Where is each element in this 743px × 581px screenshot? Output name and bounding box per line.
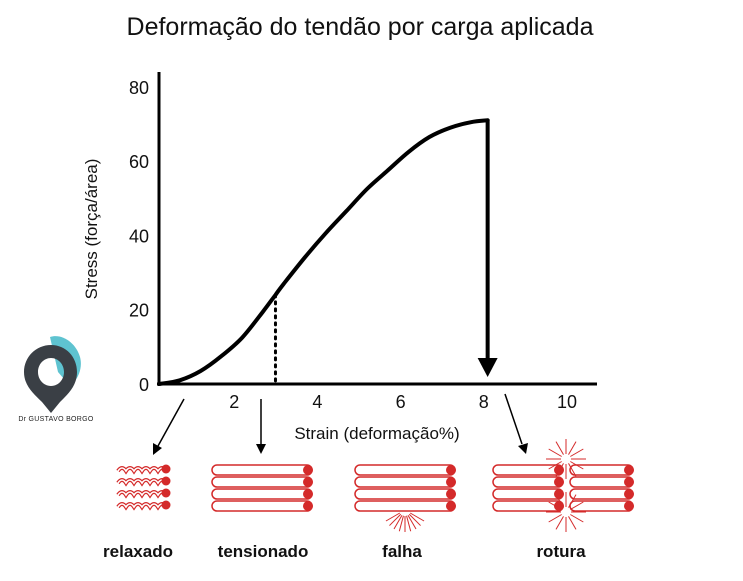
- falha-tear-ray: [406, 515, 412, 532]
- y-tick-label: 60: [129, 152, 149, 172]
- fiber-label-tensionado: tensionado: [218, 542, 309, 561]
- x-tick-label: 6: [396, 392, 406, 412]
- falha-tear-ray: [389, 513, 402, 526]
- rotura-left-fiber-end: [554, 489, 564, 499]
- rotura-left-fiber-end: [554, 465, 564, 475]
- y-tick-label: 0: [139, 375, 149, 395]
- rotura-burst-ray: [570, 461, 584, 470]
- rotura-left-fiber: [492, 476, 564, 488]
- relaxado-fiber-end: [161, 464, 171, 474]
- tensionado-fiber: [211, 476, 313, 488]
- falha-fiber: [354, 500, 456, 512]
- rotura-right-fiber-end: [624, 465, 634, 475]
- tensionado-fiber-end: [303, 477, 313, 487]
- arrow-relaxado-head: [153, 443, 162, 455]
- rotura-burst-ray: [568, 441, 577, 455]
- relaxado-fiber-end: [161, 476, 171, 486]
- failure-arrowhead: [477, 358, 498, 377]
- tick-labels: 2 4 6 8 10 0 20 40 60 80: [129, 78, 577, 412]
- relaxado-fiber-inner: [117, 491, 167, 497]
- plot-area: [157, 118, 498, 386]
- falha-fiber-end: [446, 465, 456, 475]
- axes: [157, 72, 597, 386]
- state-pointer-arrows: [153, 393, 528, 455]
- tensionado-fiber-end: [303, 489, 313, 499]
- fiber-label-rotura: rotura: [536, 542, 586, 561]
- relaxado-fiber-inner: [117, 467, 167, 473]
- falha-fiber: [354, 476, 456, 488]
- x-tick-label: 10: [557, 392, 577, 412]
- rotura-burst-ray: [548, 448, 562, 457]
- rotura-left-fiber: [492, 500, 564, 512]
- rotura-burst-ray: [568, 463, 577, 477]
- rotura-burst-ray: [570, 501, 584, 510]
- tensionado-fiber-end: [303, 465, 313, 475]
- fiber-diagrams: [116, 439, 634, 532]
- rotura-burst-ray: [570, 448, 584, 457]
- falha-tear-ray: [393, 514, 403, 530]
- rotura-burst-ray: [555, 494, 564, 508]
- rotura-burst-ray: [555, 516, 564, 530]
- rotura-right-fiber: [569, 488, 634, 500]
- arrow-rotura: [504, 393, 523, 445]
- relaxado-fiber-end: [161, 488, 171, 498]
- falha-fiber-end: [446, 489, 456, 499]
- rotura-burst-ray: [555, 441, 564, 455]
- rotura-right-fiber-end: [624, 477, 634, 487]
- rotura-right-fiber-end: [624, 501, 634, 511]
- rotura-burst-ray: [548, 461, 562, 470]
- rotura-right-fiber: [569, 476, 634, 488]
- rotura-left-fiber: [492, 488, 564, 500]
- arrow-rotura-head: [518, 443, 528, 454]
- falha-tear-ray: [408, 513, 421, 526]
- arrow-tensionado-head: [256, 444, 266, 454]
- x-tick-label: 4: [312, 392, 322, 412]
- tensionado-fiber: [211, 488, 313, 500]
- rotura-right-fiber-end: [624, 489, 634, 499]
- y-tick-label: 40: [129, 226, 149, 246]
- y-tick-label: 20: [129, 301, 149, 321]
- fiber-label-falha: falha: [382, 542, 422, 561]
- rotura-burst-ray: [548, 501, 562, 510]
- chart-title: Deformação do tendão por carga aplicada: [127, 13, 594, 41]
- rotura-burst-ray: [570, 514, 584, 523]
- relaxado-fiber-end: [161, 500, 171, 510]
- rotura-left-fiber-end: [554, 477, 564, 487]
- falha-fiber: [354, 488, 456, 500]
- y-axis-label: Stress (força/área): [82, 159, 101, 300]
- falha-fiber-end: [446, 501, 456, 511]
- x-axis-label: Strain (deformação%): [294, 424, 459, 443]
- rotura-burst-ray: [568, 494, 577, 508]
- falha-tear-ray: [407, 514, 417, 530]
- tensionado-fiber: [211, 500, 313, 512]
- tensionado-fiber: [211, 464, 313, 476]
- relaxado-fiber-inner: [117, 503, 167, 509]
- fiber-labels: relaxado tensionado falha rotura: [103, 542, 586, 561]
- falha-tear-ray: [398, 515, 404, 532]
- stress-strain-curve: [157, 118, 490, 386]
- doctor-logo: Dr GUSTAVO BORGO: [18, 336, 94, 423]
- rotura-burst-ray: [555, 463, 564, 477]
- tensionado-fiber-end: [303, 501, 313, 511]
- x-tick-label: 8: [479, 392, 489, 412]
- falha-tear-ray: [409, 512, 425, 522]
- logo-text: Dr GUSTAVO BORGO: [18, 416, 94, 423]
- arrow-relaxado: [157, 398, 185, 447]
- y-tick-label: 80: [129, 78, 149, 98]
- falha-tear-ray: [385, 512, 401, 522]
- relaxado-fiber-inner: [117, 479, 167, 485]
- rotura-right-fiber: [569, 500, 634, 512]
- rotura-burst-ray: [568, 516, 577, 530]
- x-tick-label: 2: [229, 392, 239, 412]
- fiber-label-relaxado: relaxado: [103, 542, 173, 561]
- falha-fiber: [354, 464, 456, 476]
- logo-pin-icon: [24, 345, 77, 413]
- rotura-burst-ray: [548, 514, 562, 523]
- falha-fiber-end: [446, 477, 456, 487]
